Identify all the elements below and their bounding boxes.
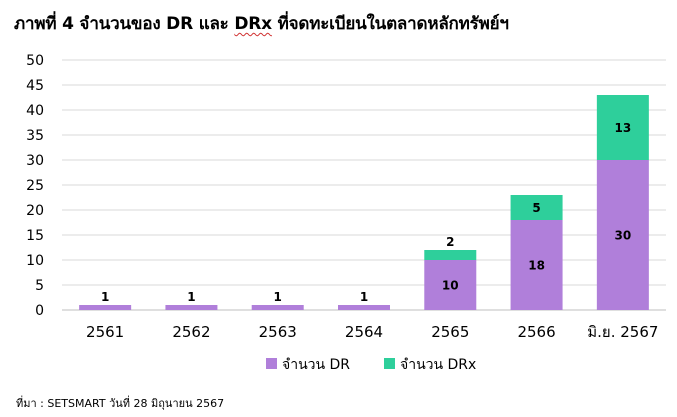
- y-tick-label: 5: [35, 278, 44, 294]
- y-tick-label: 10: [26, 253, 44, 269]
- y-tick-label: 0: [35, 303, 44, 319]
- data-label-dr: 30: [615, 229, 632, 243]
- y-tick-label: 15: [26, 228, 44, 244]
- data-label-dr: 1: [187, 290, 195, 304]
- legend-swatch-drx: [384, 358, 395, 369]
- source-note: ที่มา : SETSMART วันที่ 28 มิถุนายน 2567: [16, 397, 225, 410]
- y-tick-label: 45: [26, 78, 44, 94]
- x-tick-label: 2566: [517, 323, 555, 341]
- data-label-drx: 5: [532, 201, 540, 215]
- x-tick-label: 2563: [259, 323, 297, 341]
- data-label-dr: 18: [528, 259, 545, 273]
- y-tick-label: 25: [26, 178, 44, 194]
- y-tick-label: 40: [26, 103, 44, 119]
- legend-label-drx: จำนวน DRx: [400, 357, 476, 373]
- legend-label-dr: จำนวน DR: [282, 357, 350, 373]
- bar-dr: [510, 220, 563, 310]
- legend-swatch-dr: [266, 358, 277, 369]
- bar-dr: [596, 160, 649, 310]
- data-label-dr: 1: [274, 290, 282, 304]
- bar-dr: [338, 305, 390, 310]
- x-tick-label: 2562: [172, 323, 210, 341]
- y-tick-label: 35: [26, 128, 44, 144]
- title-part-drx: DRx: [234, 14, 272, 34]
- bar-dr: [165, 305, 218, 310]
- bar-drx: [424, 250, 477, 260]
- data-label-drx: 2: [446, 235, 454, 249]
- bar-dr: [251, 305, 304, 310]
- x-tick-label: มิ.ย. 2567: [587, 323, 658, 341]
- title-part-1: ภาพที่ 4 จำนวนของ DR และ: [14, 14, 235, 34]
- bar-drx: [596, 95, 649, 160]
- y-tick-label: 50: [26, 53, 44, 69]
- bar-dr: [424, 260, 477, 310]
- y-tick-label: 20: [26, 203, 44, 219]
- bar-drx: [510, 195, 563, 220]
- data-label-dr: 10: [442, 279, 459, 293]
- data-label-dr: 1: [360, 290, 368, 304]
- x-tick-label: 2561: [86, 323, 124, 341]
- y-tick-label: 30: [26, 153, 44, 169]
- data-label-drx: 13: [615, 121, 632, 135]
- chart-title: ภาพที่ 4 จำนวนของ DR และ DRx ที่จดทะเบีย…: [14, 10, 509, 37]
- x-tick-label: 2564: [345, 323, 383, 341]
- data-label-dr: 1: [101, 290, 109, 304]
- bar-dr: [79, 305, 132, 310]
- x-tick-label: 2565: [431, 323, 469, 341]
- title-part-3: ที่จดทะเบียนในตลาดหลักทรัพย์ฯ: [271, 14, 509, 34]
